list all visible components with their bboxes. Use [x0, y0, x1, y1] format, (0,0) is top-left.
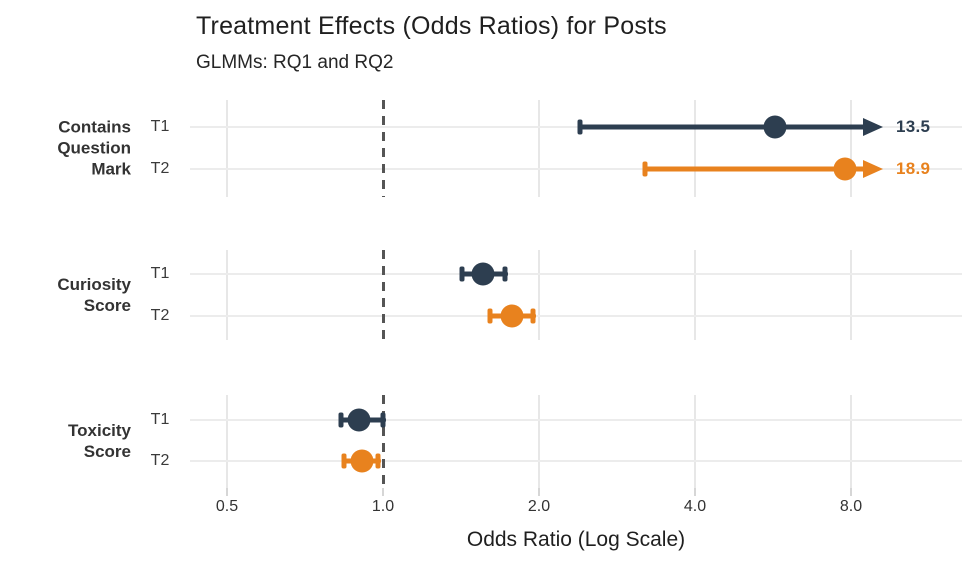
gridline-vertical	[694, 395, 696, 488]
gridline-vertical	[538, 100, 540, 197]
gridline-vertical	[226, 395, 228, 488]
facet-label: Toxicity Score	[68, 420, 131, 461]
row-label: T1	[150, 265, 170, 282]
estimate-dot	[350, 449, 374, 473]
estimate-dot	[500, 304, 523, 328]
value-label: 13.5	[896, 117, 931, 136]
row-label: T2	[150, 452, 170, 469]
row-label: T2	[150, 160, 170, 177]
row-label: T2	[150, 307, 170, 324]
ci-cap-right	[375, 453, 381, 469]
estimate-dot	[471, 262, 495, 286]
gridline-vertical	[850, 100, 852, 197]
gridline-vertical	[538, 395, 540, 488]
gridline-vertical	[694, 250, 696, 340]
facet-label: Contains Question Mark	[57, 117, 131, 179]
x-axis-tick	[694, 488, 696, 496]
ci-cap-right	[380, 412, 386, 428]
x-tick-label: 8.0	[839, 498, 863, 515]
x-axis-tick	[850, 488, 852, 496]
gridline-horizontal	[190, 273, 962, 275]
ci-error-bar	[644, 166, 869, 172]
facet-label: Curiosity Score	[57, 275, 131, 315]
gridline-vertical	[694, 100, 696, 197]
gridline-vertical	[226, 250, 228, 340]
estimate-dot	[833, 157, 857, 181]
x-tick-label: 0.5	[215, 498, 239, 515]
gridline-horizontal	[190, 315, 962, 317]
x-tick-label: 1.0	[371, 498, 395, 515]
x-axis-tick	[538, 488, 540, 496]
row-label: T1	[150, 411, 170, 428]
chart-title: Treatment Effects (Odds Ratios) for Post…	[196, 12, 667, 40]
x-axis-tick	[382, 488, 384, 496]
x-tick-label: 4.0	[683, 498, 707, 515]
ci-cap-left	[577, 119, 583, 135]
gridline-horizontal	[190, 168, 962, 170]
reference-line	[381, 395, 385, 488]
ci-cap-left	[341, 453, 347, 469]
x-axis-title: Odds Ratio (Log Scale)	[466, 528, 686, 551]
x-tick-label: 2.0	[527, 498, 551, 515]
ci-cap-left	[642, 161, 648, 177]
reference-line	[381, 250, 385, 340]
ci-clipped-arrow-icon	[863, 160, 883, 178]
ci-cap-right	[502, 266, 508, 282]
chart-subtitle: GLMMs: RQ1 and RQ2	[196, 52, 394, 73]
gridline-horizontal	[190, 419, 962, 421]
ci-error-bar	[580, 124, 869, 130]
gridline-horizontal	[190, 460, 962, 462]
gridline-vertical	[226, 100, 228, 197]
reference-line	[381, 100, 385, 197]
estimate-dot	[763, 115, 787, 139]
ci-cap-left	[459, 266, 465, 282]
ci-clipped-arrow-icon	[863, 118, 883, 136]
gridline-horizontal	[190, 126, 962, 128]
gridline-vertical	[850, 395, 852, 488]
ci-cap-right	[530, 308, 536, 324]
row-label: T1	[150, 118, 170, 135]
value-label: 18.9	[896, 159, 931, 178]
x-axis-tick	[226, 488, 228, 496]
gridline-vertical	[538, 250, 540, 340]
ci-cap-left	[338, 412, 344, 428]
ci-cap-left	[487, 308, 493, 324]
estimate-dot	[347, 408, 371, 432]
gridline-vertical	[850, 250, 852, 340]
